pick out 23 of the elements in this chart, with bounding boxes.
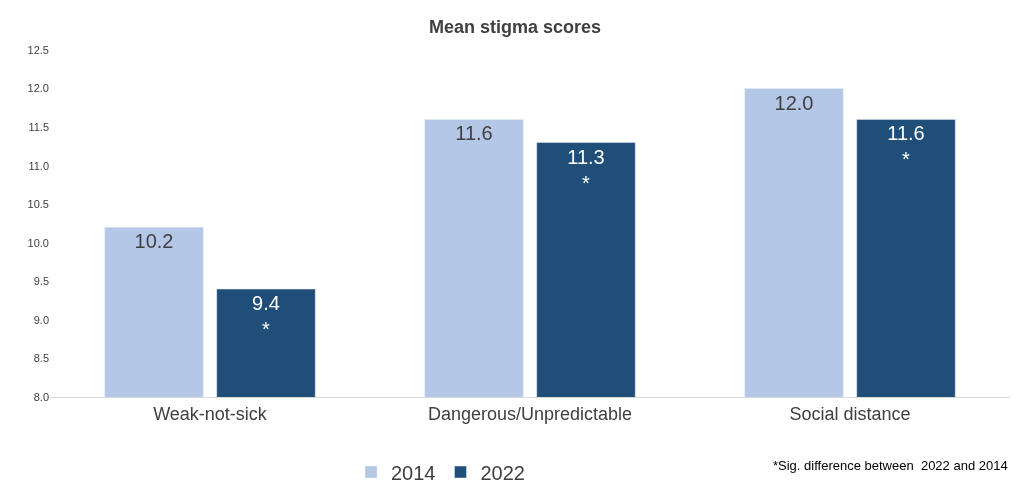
- y-tick-label: 8.5: [33, 352, 49, 365]
- y-tick-label: 10.5: [27, 198, 49, 211]
- x-tick-label: Weak-not-sick: [153, 403, 268, 424]
- data-label: 12.0: [774, 91, 814, 114]
- data-label: 11.3 *: [567, 145, 605, 194]
- text: *Sig. difference between 2022 and 2014: [773, 458, 1008, 473]
- data-label: 10.2: [134, 230, 174, 253]
- x-tick-label: Dangerous/Unpredictable: [427, 403, 633, 424]
- y-tick-label: 9.0: [33, 313, 49, 326]
- y-tick-label: 8.0: [33, 390, 49, 403]
- data-label: 11.6: [455, 122, 493, 145]
- chart-title: Mean stigma scores: [428, 16, 602, 37]
- y-tick-label: 11.0: [28, 159, 49, 172]
- legend-label: 2022: [480, 461, 525, 484]
- y-tick-label: 10.0: [27, 236, 49, 249]
- x-tick-label: Social distance: [789, 403, 911, 424]
- y-tick-label: 9.5: [33, 275, 49, 288]
- data-label: 9.4 *: [252, 292, 280, 341]
- y-tick-label: 12.5: [27, 43, 49, 56]
- y-tick-label: 11.5: [28, 120, 49, 133]
- data-label: 11.6 *: [887, 122, 925, 171]
- legend-label: 2014: [391, 461, 436, 484]
- y-tick-label: 12.0: [27, 82, 49, 95]
